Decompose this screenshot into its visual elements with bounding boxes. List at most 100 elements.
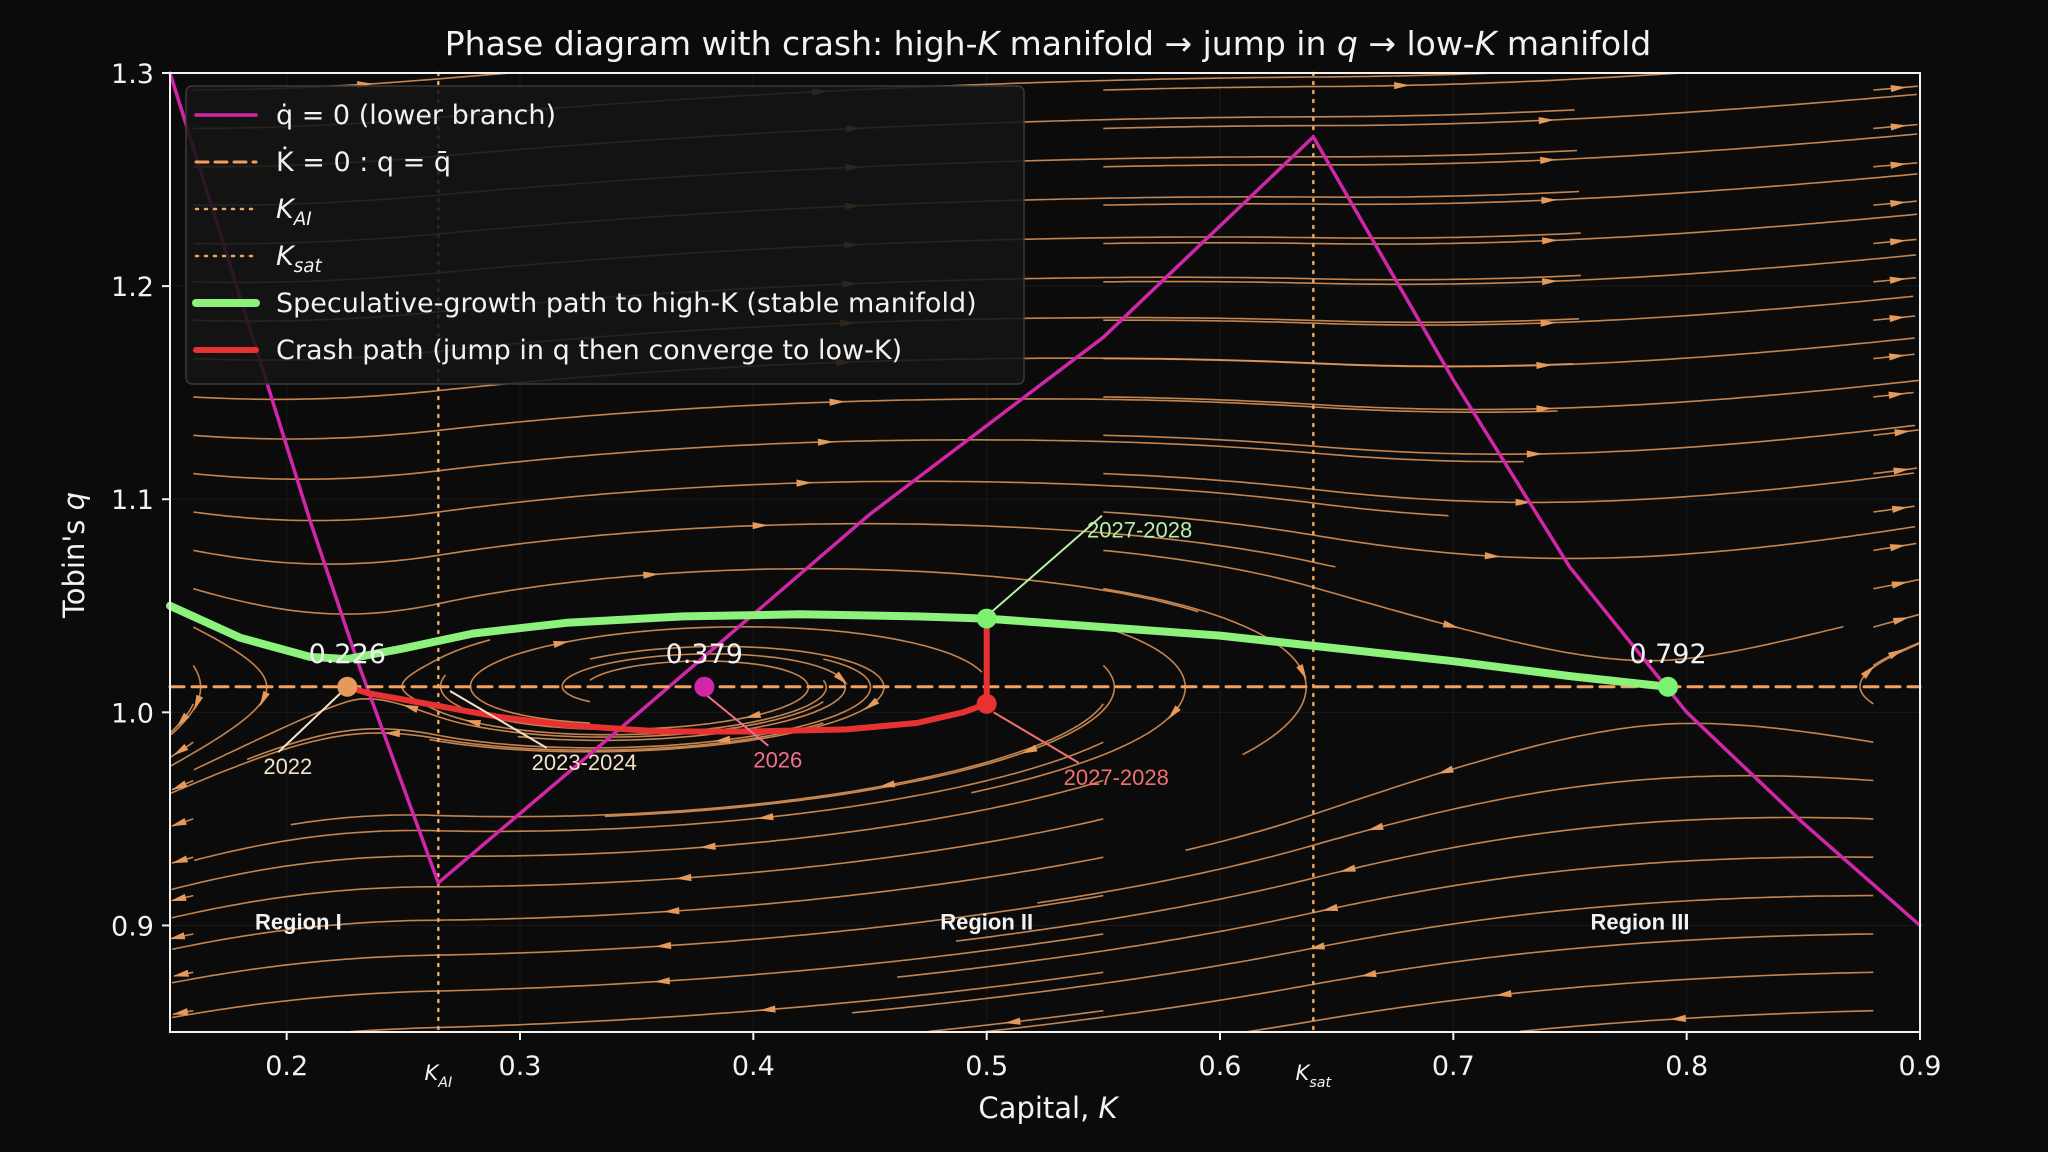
y-tick-label: 0.9 <box>111 911 154 942</box>
chart-title-part: K <box>978 24 1002 63</box>
stream-arrow <box>1890 161 1907 169</box>
x-tick-label: 0.5 <box>965 1051 1008 1082</box>
stream-arrow <box>796 479 813 487</box>
stream-arrow <box>402 704 419 713</box>
legend-entry: Ksat <box>276 241 323 277</box>
y-axis-label-symbol: q <box>57 492 91 510</box>
x-tick-label: 0.9 <box>1899 1051 1942 1082</box>
region-label: Region II <box>940 910 1033 935</box>
stream-arrow <box>714 735 731 743</box>
annotation-label: 2026 <box>753 748 802 773</box>
chart-title-part: manifold <box>1496 24 1651 63</box>
annotation-connector <box>990 514 1103 613</box>
stream-arrow <box>654 977 671 985</box>
stream-arrow <box>1484 552 1501 560</box>
annotation-connector <box>706 694 769 747</box>
legend-entry-symbol: K <box>276 194 296 225</box>
stream-arrow <box>171 855 188 864</box>
stream-arrow <box>699 842 716 850</box>
x-tick-label: 0.6 <box>1199 1051 1242 1082</box>
stream-arrow <box>817 438 834 446</box>
special-x-label-subscript: AI <box>437 1075 452 1091</box>
region-labels: Region I Region II Region III <box>255 910 1690 935</box>
stream-arrow <box>1442 620 1459 628</box>
legend: q̇ = 0 (lower branch)K̇ = 0 : q = q̄KAIK… <box>185 85 1025 385</box>
stream-arrow <box>1367 822 1384 831</box>
special-x-label-subscript: sat <box>1309 1075 1332 1091</box>
stream-arrow <box>1540 156 1557 164</box>
special-x-label: Ksat <box>1296 1061 1333 1091</box>
stream-arrow <box>675 873 692 882</box>
stream-arrow <box>1536 405 1553 413</box>
annotation-label: 2022 <box>263 754 312 779</box>
annotation-connector <box>277 686 349 753</box>
stream-arrow <box>1892 617 1909 625</box>
stream-arrow <box>172 1008 189 1016</box>
stream-arrow <box>169 932 186 940</box>
x-axis-label: Capital, K <box>978 1091 1119 1125</box>
stream-arrow <box>1167 705 1181 720</box>
chart-title-part: Phase diagram with crash: high- <box>445 24 978 63</box>
series-crash <box>344 615 990 735</box>
y-axis-label-main: Tobin's <box>57 510 91 619</box>
x-tick-label: 0.8 <box>1665 1051 1708 1082</box>
stream-arrow <box>1889 276 1906 284</box>
stream-arrow <box>1891 505 1908 513</box>
stream-arrow <box>1860 665 1875 679</box>
legend-entry: Crash path (jump in q then converge to l… <box>276 335 902 366</box>
series-speculative <box>166 601 1672 691</box>
region-label: Region III <box>1591 910 1690 935</box>
data-point-marker <box>337 676 358 697</box>
stream-arrow <box>1889 544 1906 552</box>
reference-lines <box>437 71 1315 1034</box>
legend-entry-subscript: AI <box>293 209 312 230</box>
stream-arrow <box>744 710 762 718</box>
stream-arrow <box>752 522 769 530</box>
axes-frame <box>169 72 1921 1033</box>
annotation-label: 2027-2028 <box>1064 765 1169 790</box>
stream-arrow <box>170 893 187 902</box>
stream-arrow <box>193 694 204 711</box>
x-tick-label: 0.2 <box>265 1051 308 1082</box>
stream-arrow <box>1296 663 1307 680</box>
stream-arrow <box>176 712 190 728</box>
x-tick-label: 0.4 <box>732 1051 775 1082</box>
chart-title-part: manifold → jump in <box>999 24 1337 63</box>
stream-arrow <box>1394 82 1410 90</box>
stream-arrow <box>829 398 846 406</box>
legend-box <box>185 85 1025 385</box>
annotations: 2022 2023-2024 2026 2027-2028 2027-2028 <box>263 514 1192 790</box>
stream-arrow <box>1536 361 1553 370</box>
data-point-marker <box>1658 676 1678 697</box>
stream-arrow <box>1888 353 1906 361</box>
stream-arrow <box>1889 238 1906 246</box>
stream-arrow <box>553 641 570 649</box>
stream-arrow <box>1542 237 1559 245</box>
series-lines <box>166 71 1922 928</box>
y-tick-label: 1.3 <box>111 59 154 90</box>
stream-arrow <box>1515 498 1532 506</box>
x-tick-label: 0.7 <box>1432 1051 1475 1082</box>
stream-arrow <box>172 969 189 977</box>
chart-title-part: K <box>1475 24 1499 63</box>
annotation-label: 2027-2028 <box>1087 518 1192 543</box>
chart-title-part: q <box>1337 24 1358 63</box>
legend-entry: Speculative-growth path to high-K (stabl… <box>276 288 977 319</box>
stream-arrow <box>1888 391 1905 399</box>
stream-arrow <box>1540 319 1557 327</box>
chart-title-part: → low- <box>1358 24 1475 63</box>
y-tick-label: 1.1 <box>111 485 154 516</box>
data-point-label: 0.792 <box>1629 639 1706 670</box>
axes: 0.2 0.3 0.4 0.5 0.6 0.7 0.8 0.9 0.9 1.0 1.1 1.2 1.3 K… <box>111 59 1941 1091</box>
data-point-marker <box>976 608 997 629</box>
data-point-marker <box>694 676 715 697</box>
stream-arrow <box>1004 1017 1021 1025</box>
stream-arrow <box>864 697 880 710</box>
stream-arrow <box>464 720 482 728</box>
stream-arrow <box>1542 278 1558 286</box>
special-x-label-symbol: K <box>1296 1061 1312 1085</box>
y-axis-label: Tobin's q <box>57 492 91 619</box>
stream-arrow <box>1360 970 1377 978</box>
stream-arrow <box>757 813 774 821</box>
stream-arrow <box>1437 765 1454 774</box>
